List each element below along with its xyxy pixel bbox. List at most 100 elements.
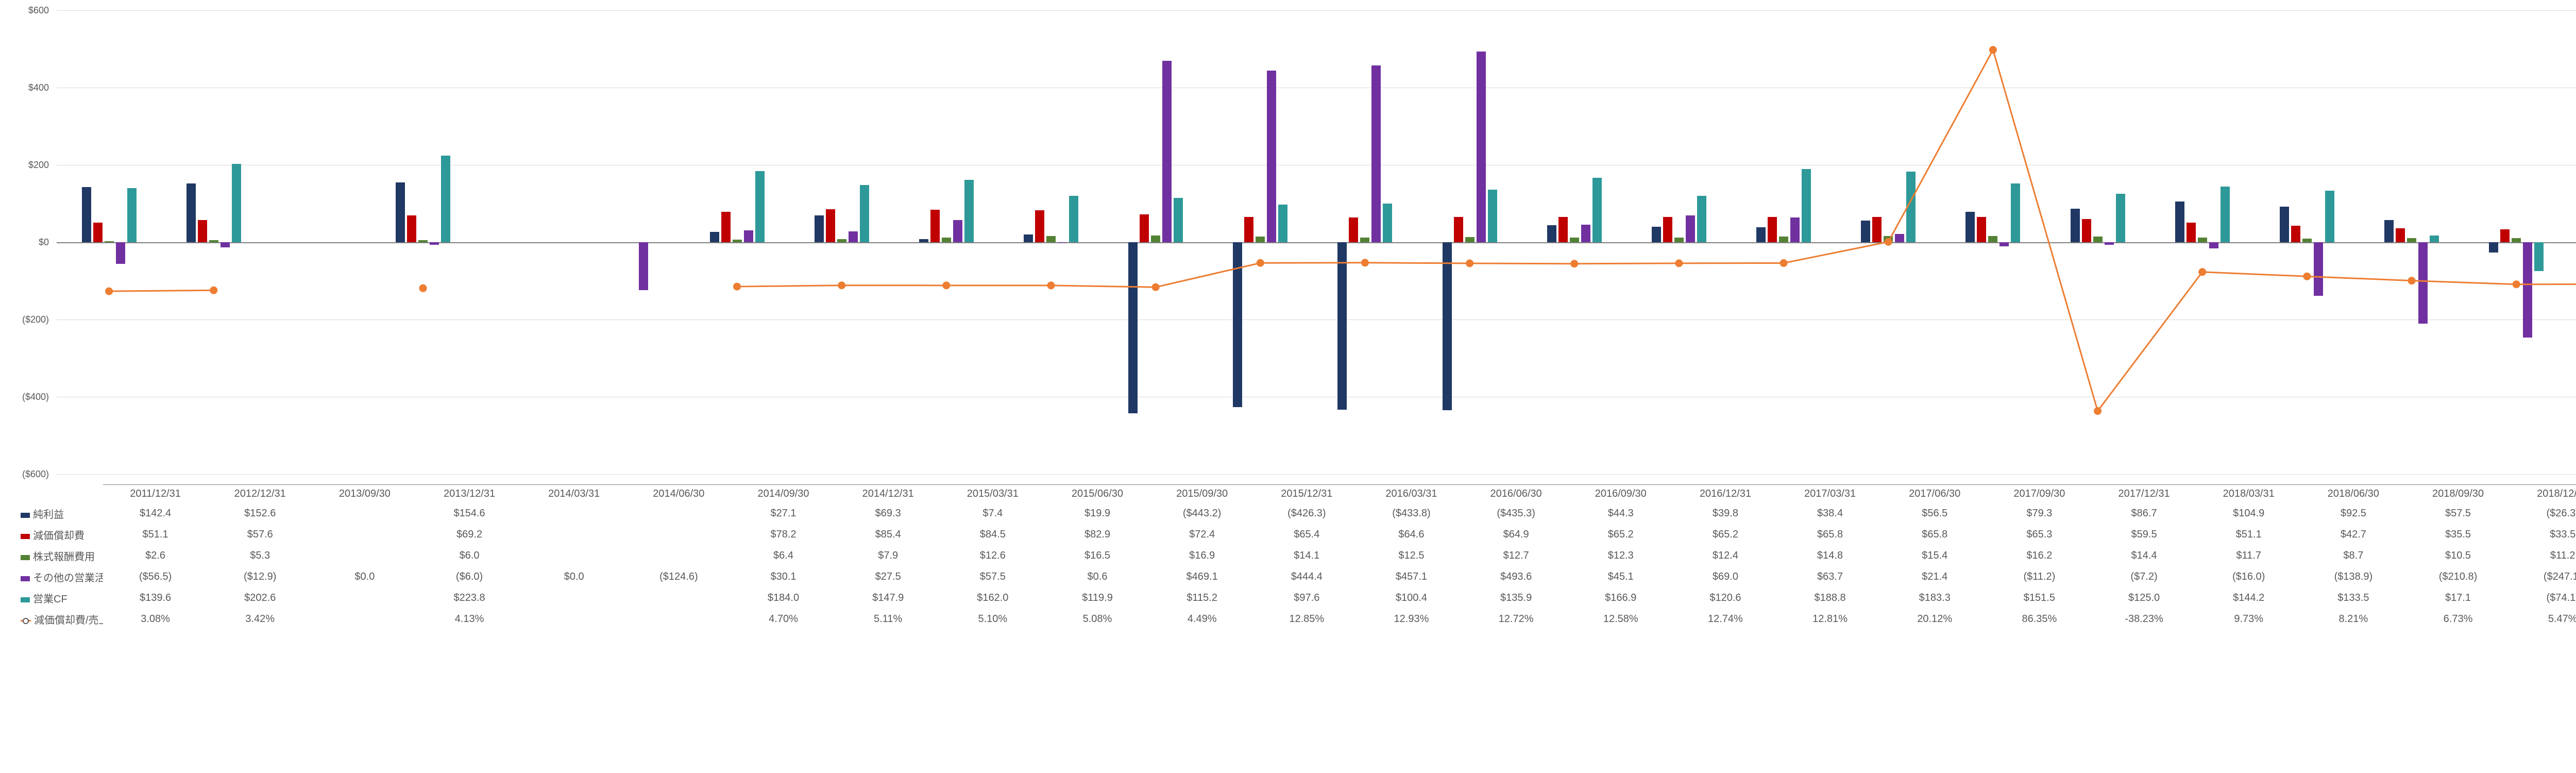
cell: 12.85%: [1255, 609, 1359, 630]
cell: $65.8: [1778, 524, 1883, 545]
marker-da_rev: [2094, 408, 2102, 415]
cell: 5.11%: [836, 609, 940, 630]
col-header: 2013/09/30: [312, 485, 417, 503]
table-row: 営業CF$139.6$202.6$223.8$184.0$147.9$162.0…: [0, 587, 2576, 609]
cell: $5.3: [208, 545, 312, 566]
y-left-tick: ($600): [8, 469, 49, 480]
col-header: 2016/03/31: [1359, 485, 1464, 503]
col-header: 2015/06/30: [1045, 485, 1149, 503]
col-header: 2018/12/31: [2511, 485, 2576, 503]
cell: $85.4: [836, 524, 940, 545]
cell: [522, 545, 626, 566]
cell: $147.9: [836, 587, 940, 609]
cell: 3.08%: [103, 609, 208, 630]
cell: [626, 524, 731, 545]
cell: ($56.5): [103, 566, 208, 587]
col-header: 2011/12/31: [103, 485, 208, 503]
marker-da_rev: [734, 283, 741, 290]
y-left-tick: ($400): [8, 392, 49, 402]
cell: $97.6: [1255, 587, 1359, 609]
cell: $64.6: [1359, 524, 1464, 545]
cell: $45.1: [1568, 566, 1673, 587]
cell: $14.1: [1255, 545, 1359, 566]
col-header: 2014/12/31: [836, 485, 940, 503]
chart-plot-area: (単位: 百万USD) ($600)($400)($200)$0$200$400…: [57, 10, 2576, 474]
marker-da_rev: [1361, 259, 1368, 266]
cell: $65.4: [1255, 524, 1359, 545]
cell: $11.7: [2196, 545, 2301, 566]
cell: $162.0: [940, 587, 1045, 609]
cell: $64.9: [1464, 524, 1568, 545]
cell: [522, 609, 626, 630]
marker-da_rev: [1675, 260, 1683, 267]
cell: $69.0: [1673, 566, 1777, 587]
cell: $27.5: [836, 566, 940, 587]
cell: 8.21%: [2301, 609, 2405, 630]
cell: $12.7: [1464, 545, 1568, 566]
row-label-other_op: その他の営業活動: [0, 566, 103, 587]
cell: 4.49%: [1150, 609, 1255, 630]
cell: -38.23%: [2092, 609, 2196, 630]
cell: $183.3: [1883, 587, 1987, 609]
cell: $16.2: [1987, 545, 2092, 566]
cell: $16.5: [1045, 545, 1149, 566]
cell: $188.8: [1778, 587, 1883, 609]
col-header: 2018/09/30: [2405, 485, 2510, 503]
cell: $14.8: [1778, 545, 1883, 566]
cell: $63.7: [1778, 566, 1883, 587]
cell: $42.7: [2301, 524, 2405, 545]
cell: $51.1: [2196, 524, 2301, 545]
y-left-tick: ($200): [8, 314, 49, 325]
cell: 12.81%: [1778, 609, 1883, 630]
cell: $11.2: [2511, 545, 2576, 566]
cell: $139.6: [103, 587, 208, 609]
cell: $30.1: [731, 566, 836, 587]
cell: $69.3: [836, 503, 940, 524]
cell: $125.0: [2092, 587, 2196, 609]
marker-da_rev: [419, 284, 427, 292]
table-row: 減価償却費/売上高3.08%3.42%4.13%4.70%5.11%5.10%5…: [0, 609, 2576, 630]
cell: $0.6: [1045, 566, 1149, 587]
cell: $69.2: [417, 524, 521, 545]
cell: 5.08%: [1045, 609, 1149, 630]
cell: $65.3: [1987, 524, 2092, 545]
marker-da_rev: [1257, 259, 1264, 266]
cell: $184.0: [731, 587, 836, 609]
cell: 4.70%: [731, 609, 836, 630]
table-row: 株式報酬費用$2.6$5.3$6.0$6.4$7.9$12.6$16.5$16.…: [0, 545, 2576, 566]
cell: [312, 503, 417, 524]
col-header: 2017/03/31: [1778, 485, 1883, 503]
cell: $65.8: [1883, 524, 1987, 545]
cell: $0.0: [312, 566, 417, 587]
table-row: その他の営業活動($56.5)($12.9)$0.0($6.0)$0.0($12…: [0, 566, 2576, 587]
marker-da_rev: [1885, 238, 1892, 245]
cell: $7.9: [836, 545, 940, 566]
cell: 5.47%: [2511, 609, 2576, 630]
marker-da_rev: [1466, 260, 1473, 267]
marker-da_rev: [1989, 46, 1996, 54]
cell: [522, 587, 626, 609]
cell: $56.5: [1883, 503, 1987, 524]
cell: ($26.3): [2511, 503, 2576, 524]
cell: 12.74%: [1673, 609, 1777, 630]
cell: $78.2: [731, 524, 836, 545]
cell: $14.4: [2092, 545, 2196, 566]
cell: $115.2: [1150, 587, 1255, 609]
cell: $38.4: [1778, 503, 1883, 524]
cell: $59.5: [2092, 524, 2196, 545]
cell: $202.6: [208, 587, 312, 609]
table-row: 減価償却費$51.1$57.6$69.2$78.2$85.4$84.5$82.9…: [0, 524, 2576, 545]
cell: $100.4: [1359, 587, 1464, 609]
cell: 6.73%: [2405, 609, 2510, 630]
cell: $8.7: [2301, 545, 2405, 566]
col-header: 2015/03/31: [940, 485, 1045, 503]
cell: ($74.1): [2511, 587, 2576, 609]
cell: $17.1: [2405, 587, 2510, 609]
cell: $33.5: [2511, 524, 2576, 545]
cell: $92.5: [2301, 503, 2405, 524]
cell: $12.3: [1568, 545, 1673, 566]
marker-da_rev: [838, 282, 845, 289]
cell: $166.9: [1568, 587, 1673, 609]
cell: $154.6: [417, 503, 521, 524]
cell: $104.9: [2196, 503, 2301, 524]
